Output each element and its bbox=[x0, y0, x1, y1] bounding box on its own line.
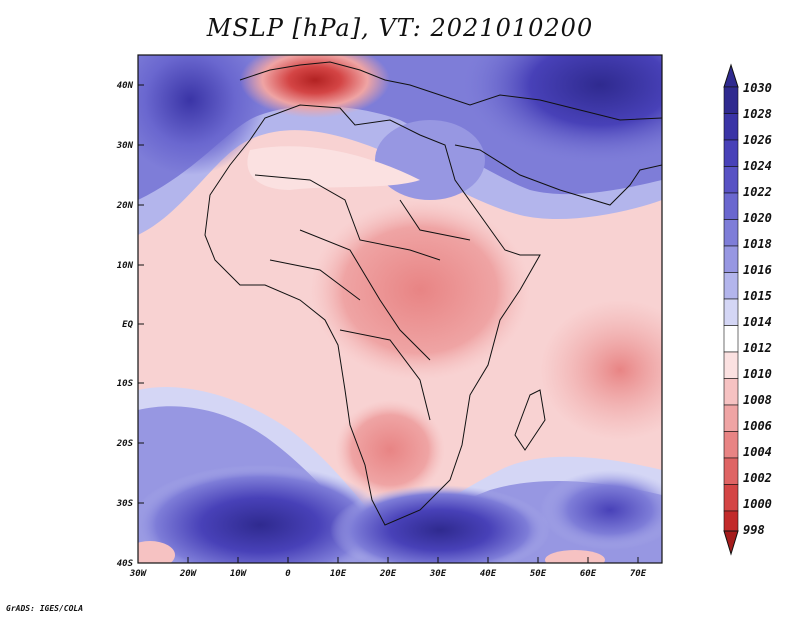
border-1 bbox=[254, 174, 441, 261]
lat-tick-label: EQ bbox=[122, 320, 133, 330]
lon-tick-label: 60E bbox=[580, 569, 597, 579]
colorbar-label: 1000 bbox=[743, 497, 772, 511]
colorbar-label: 1016 bbox=[743, 263, 772, 277]
lat-tick-label: 10N bbox=[117, 261, 134, 271]
colorbar-swatch bbox=[723, 431, 739, 459]
europe-coast bbox=[239, 61, 662, 121]
lon-tick-label: 40E bbox=[480, 569, 497, 579]
colorbar-swatch bbox=[723, 166, 739, 194]
colorbar-label: 1022 bbox=[743, 185, 772, 199]
colorbar-label: 1020 bbox=[743, 211, 772, 225]
madagascar bbox=[514, 389, 546, 451]
colorbar-label: 1014 bbox=[743, 315, 772, 329]
colorbar-swatch bbox=[723, 325, 739, 353]
lat-tick-label: 20N bbox=[116, 201, 134, 211]
lon-tick-label: 0 bbox=[285, 569, 291, 579]
lat-labels: 40N 30N 20N 10N EQ 10S 20S 30S 40S bbox=[116, 81, 134, 569]
lon-tick-label: 50E bbox=[530, 569, 547, 579]
border-5 bbox=[399, 199, 471, 241]
colorbar-label: 1018 bbox=[743, 237, 772, 251]
lat-tick-label: 10S bbox=[117, 379, 134, 389]
lon-tick-label: 20E bbox=[379, 569, 397, 579]
colorbar-swatch bbox=[723, 139, 739, 167]
lon-tick-label: 30E bbox=[429, 569, 447, 579]
colorbar-swatch bbox=[723, 272, 739, 300]
map-frame bbox=[137, 54, 663, 564]
colorbar-swatch bbox=[723, 298, 739, 326]
colorbar-swatch bbox=[723, 484, 739, 512]
colorbar-label: 1012 bbox=[743, 341, 772, 355]
lon-tick-label: 30W bbox=[129, 569, 148, 579]
colorbar-label: 998 bbox=[743, 523, 765, 537]
colorbar-label: 1024 bbox=[743, 159, 772, 173]
colorbar-label: 1004 bbox=[743, 445, 772, 459]
lon-tick-label: 10W bbox=[230, 569, 248, 579]
colorbar-top-arrow bbox=[723, 63, 739, 88]
colorbar-label: 1010 bbox=[743, 367, 772, 381]
lat-tick-label: 30N bbox=[116, 141, 134, 151]
colorbar-swatch bbox=[723, 457, 739, 485]
border-4 bbox=[269, 259, 361, 301]
colorbar-swatch bbox=[723, 378, 739, 406]
colorbar-bottom-arrow bbox=[723, 530, 739, 556]
africa-coastline bbox=[204, 104, 541, 526]
arabia-coast bbox=[454, 144, 662, 206]
border-3 bbox=[339, 329, 431, 421]
lon-labels: 30W 20W 10W 0 10E 20E 30E 40E 50E 60E 70… bbox=[129, 569, 647, 579]
map-title: MSLP [hPa], VT: 2021010200 bbox=[206, 14, 594, 42]
lat-tick-label: 40N bbox=[117, 81, 134, 91]
colorbar-label: 1006 bbox=[743, 419, 772, 433]
colorbar-label: 1028 bbox=[743, 107, 772, 121]
colorbar-label: 1015 bbox=[743, 289, 772, 303]
coastlines bbox=[204, 61, 662, 526]
axis-ticks bbox=[138, 84, 639, 563]
colorbar-swatch bbox=[723, 219, 739, 247]
colorbar-swatch bbox=[723, 245, 739, 273]
colorbar-swatch bbox=[723, 86, 739, 114]
grads-credit: GrADS: IGES/COLA bbox=[6, 604, 84, 613]
colorbar-swatch bbox=[723, 192, 739, 220]
colorbar-swatch bbox=[723, 510, 739, 532]
colorbar: 1030 1028 1026 1024 1022 1020 1018 1016 … bbox=[723, 63, 772, 556]
lon-tick-label: 10E bbox=[330, 569, 347, 579]
pressure-field bbox=[138, 55, 662, 563]
lat-tick-label: 20S bbox=[116, 439, 134, 449]
colorbar-swatch bbox=[723, 351, 739, 379]
colorbar-swatch bbox=[723, 404, 739, 432]
lon-tick-label: 20W bbox=[179, 569, 198, 579]
lat-tick-label: 30S bbox=[116, 499, 134, 509]
colorbar-label: 1030 bbox=[743, 81, 772, 95]
border-2 bbox=[299, 229, 431, 361]
lat-tick-label: 40S bbox=[117, 559, 134, 569]
colorbar-label: 1026 bbox=[743, 133, 772, 147]
colorbar-swatch bbox=[723, 113, 739, 141]
colorbar-label: 1008 bbox=[743, 393, 772, 407]
colorbar-label: 1002 bbox=[743, 471, 772, 485]
lon-tick-label: 70E bbox=[630, 569, 647, 579]
